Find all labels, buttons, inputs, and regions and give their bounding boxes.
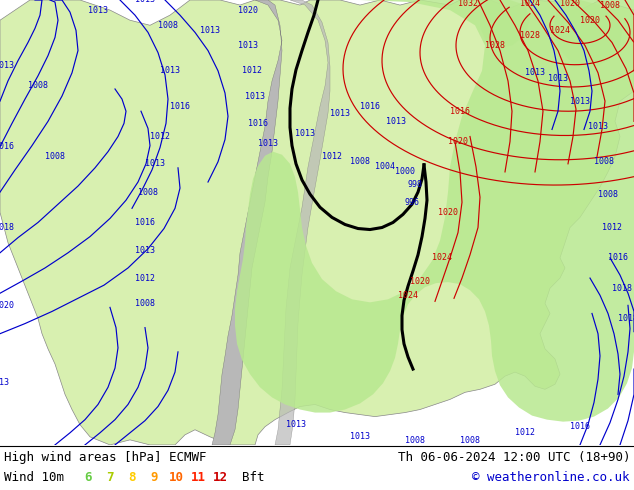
Text: 1020: 1020	[410, 277, 430, 286]
Text: 1016: 1016	[360, 101, 380, 111]
Text: 1013: 1013	[330, 109, 350, 118]
Text: 1008: 1008	[594, 157, 614, 166]
Text: 1013: 1013	[548, 74, 568, 83]
Text: 8: 8	[128, 471, 136, 485]
Text: 996: 996	[404, 198, 420, 207]
Text: 1013: 1013	[135, 0, 155, 4]
Text: 1016: 1016	[608, 253, 628, 262]
Text: 7: 7	[107, 471, 113, 485]
Text: 1008: 1008	[600, 0, 620, 10]
Text: Wind 10m: Wind 10m	[4, 471, 64, 485]
Text: 10: 10	[169, 471, 183, 485]
Text: 1013: 1013	[286, 420, 306, 429]
Text: 1016: 1016	[135, 218, 155, 227]
Text: 9: 9	[150, 471, 158, 485]
Text: 1012: 1012	[515, 428, 535, 437]
Text: 1008: 1008	[460, 437, 480, 445]
Text: Bft: Bft	[242, 471, 264, 485]
Text: Th 06-06-2024 12:00 UTC (18+90): Th 06-06-2024 12:00 UTC (18+90)	[398, 451, 630, 465]
Text: 1012: 1012	[150, 132, 170, 141]
Text: 998: 998	[408, 179, 422, 189]
Text: 1024: 1024	[520, 0, 540, 7]
Text: 1008: 1008	[138, 188, 158, 196]
Text: 1016: 1016	[248, 119, 268, 128]
Text: 1008: 1008	[45, 152, 65, 161]
Text: 11: 11	[190, 471, 205, 485]
Text: 12: 12	[212, 471, 228, 485]
Text: 1018: 1018	[618, 314, 634, 323]
Text: 6: 6	[84, 471, 92, 485]
Polygon shape	[275, 0, 330, 445]
Text: High wind areas [hPa] ECMWF: High wind areas [hPa] ECMWF	[4, 451, 207, 465]
Text: 1000: 1000	[395, 168, 415, 176]
Text: 1020: 1020	[0, 301, 14, 310]
Text: 1028: 1028	[520, 31, 540, 40]
Text: 1013: 1013	[245, 92, 265, 100]
Polygon shape	[0, 0, 634, 445]
Text: 1013: 1013	[238, 41, 258, 50]
Text: 1024: 1024	[398, 291, 418, 300]
Text: 1032: 1032	[458, 0, 478, 7]
Text: 1013: 1013	[258, 139, 278, 148]
Text: 1018: 1018	[0, 223, 14, 232]
Text: 1008: 1008	[135, 299, 155, 308]
Text: 1016: 1016	[0, 142, 14, 151]
Text: 1008: 1008	[158, 21, 178, 30]
Polygon shape	[480, 0, 530, 48]
Text: 1013: 1013	[88, 5, 108, 15]
Text: 1012: 1012	[242, 66, 262, 75]
Text: 1013: 1013	[145, 159, 165, 168]
Text: 1020: 1020	[448, 137, 468, 146]
Text: 1013: 1013	[525, 68, 545, 77]
Text: 1013: 1013	[588, 122, 608, 131]
Text: 1020: 1020	[560, 0, 580, 7]
Text: 1020: 1020	[438, 208, 458, 217]
Text: 1013: 1013	[350, 432, 370, 441]
Text: 1013: 1013	[386, 117, 406, 126]
Text: 1024: 1024	[432, 253, 452, 262]
Text: 1013: 1013	[0, 61, 14, 70]
Text: 1018: 1018	[612, 284, 632, 293]
Text: 1008: 1008	[405, 437, 425, 445]
Text: 1013: 1013	[200, 26, 220, 35]
Text: 1008: 1008	[350, 157, 370, 166]
Text: 1004: 1004	[375, 162, 395, 171]
Text: 1013: 1013	[160, 66, 180, 75]
Polygon shape	[212, 0, 282, 445]
Text: 1013: 1013	[295, 129, 315, 138]
Text: 1008: 1008	[28, 81, 48, 91]
Text: 1024: 1024	[550, 26, 570, 35]
Polygon shape	[554, 0, 622, 68]
Text: 1016: 1016	[170, 101, 190, 111]
Text: 1020: 1020	[580, 16, 600, 24]
Text: 1012: 1012	[602, 223, 622, 232]
Text: 1016: 1016	[450, 107, 470, 116]
Text: 1012: 1012	[322, 152, 342, 161]
Text: 1013: 1013	[135, 246, 155, 255]
Text: 1020: 1020	[238, 5, 258, 15]
Text: 1028: 1028	[485, 41, 505, 50]
Text: © weatheronline.co.uk: © weatheronline.co.uk	[472, 471, 630, 485]
Text: 1008: 1008	[598, 190, 618, 198]
Polygon shape	[235, 0, 634, 422]
Text: 1012: 1012	[135, 273, 155, 283]
Text: 1013: 1013	[570, 97, 590, 106]
Text: 1016: 1016	[570, 422, 590, 431]
Text: 13: 13	[0, 378, 9, 387]
